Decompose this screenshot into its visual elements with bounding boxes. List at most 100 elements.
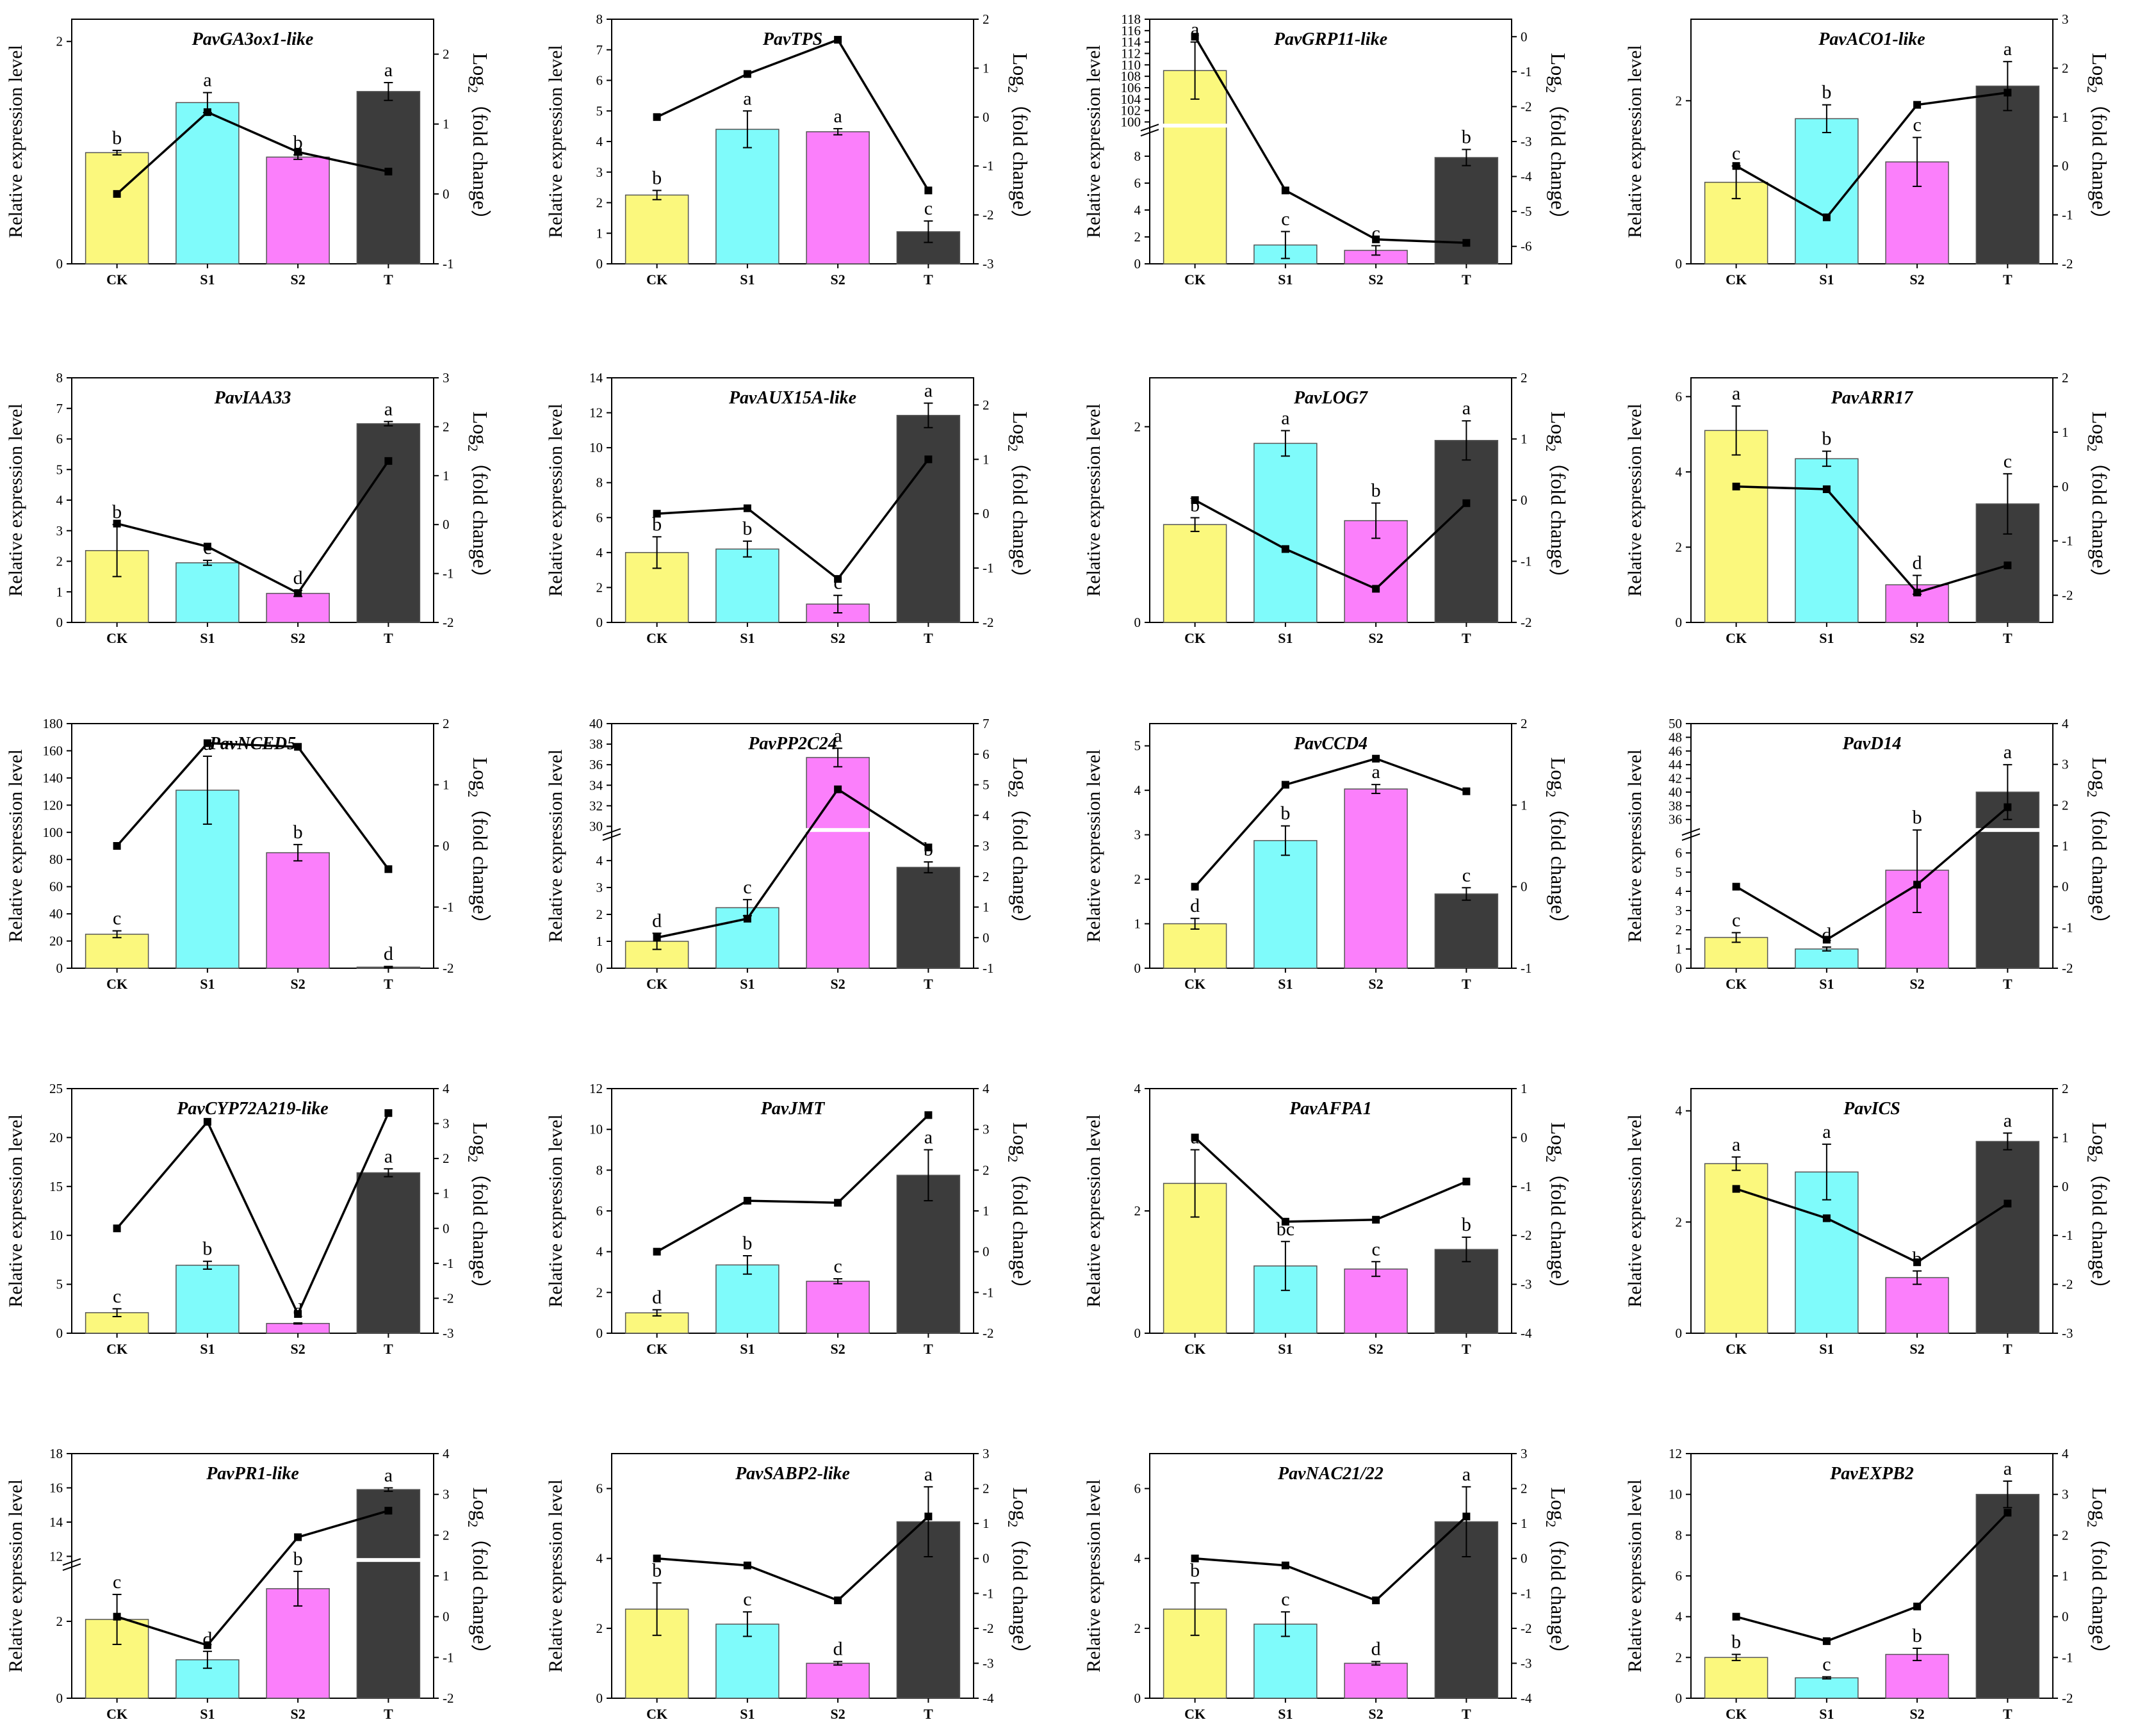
y2-tick-label: 1 <box>983 900 990 915</box>
y-tick-label: 6 <box>596 73 603 88</box>
y2-tick-label: -2 <box>2062 1277 2073 1292</box>
x-tick-label: CK <box>106 1341 127 1357</box>
plot-frame <box>1690 377 2053 623</box>
y-tick-label: 6 <box>1134 175 1141 191</box>
x-tick-label: S1 <box>1278 1706 1293 1722</box>
y2-tick-label: -1 <box>1521 554 1532 569</box>
y2-tick-label: 3 <box>443 1116 450 1132</box>
log2-point <box>1191 882 1199 891</box>
y2-tick-label: -2 <box>983 1621 994 1636</box>
log2-point <box>1913 1602 1922 1610</box>
y-tick-label: 0 <box>1134 256 1141 272</box>
significance-letter: a <box>203 70 211 91</box>
y-tick-label: 40 <box>589 716 603 731</box>
left-axis-label: Relative expression level <box>1624 1479 1645 1673</box>
bar-s2 <box>266 1588 330 1699</box>
y-tick-label: 2 <box>596 195 603 211</box>
significance-letter: a <box>384 398 393 419</box>
log2-point <box>743 70 751 78</box>
bar-ck <box>1163 70 1227 264</box>
y-tick-label: 2 <box>1134 419 1141 434</box>
y-tick-label: 2 <box>1676 1650 1683 1665</box>
bar-t <box>356 1172 421 1334</box>
log2-point <box>653 934 661 942</box>
chart-panel-4: c CK b S1 c S2 a T 0 2 -2 -1 0 1 2 3 PavACO1-like Relativ… <box>1624 12 2111 288</box>
right-axis-label-sub: 2 <box>465 444 481 451</box>
left-axis-label: Relative expression level <box>5 45 26 238</box>
significance-letter: a <box>384 1464 393 1486</box>
left-axis-label: Relative expression level <box>1083 1479 1104 1673</box>
right-axis-label-log: Log <box>1547 53 1570 86</box>
panel-title: PavSABP2-like <box>735 1464 850 1484</box>
y2-tick-label: 1 <box>2062 425 2069 440</box>
y-tick-label: 0 <box>1676 1326 1683 1341</box>
y-tick-label: 0 <box>1676 1691 1683 1706</box>
left-axis-label: Relative expression level <box>1624 1114 1645 1308</box>
y2-tick-label: -1 <box>2062 207 2073 223</box>
right-axis-label-log: Log <box>469 1488 492 1521</box>
y-tick-label: 4 <box>1676 1609 1683 1625</box>
y2-tick-label: 0 <box>1521 1551 1528 1566</box>
y2-tick-label: 0 <box>983 1551 990 1566</box>
log2-point <box>743 504 751 512</box>
right-axis-label-log: Log <box>469 412 492 445</box>
y-tick-label: 10 <box>589 1122 603 1137</box>
bar-s1 <box>1253 442 1318 623</box>
panel-title: PavAUX15A-like <box>728 388 856 408</box>
panel-title: PavPR1-like <box>206 1464 299 1484</box>
log2-point <box>1732 482 1740 491</box>
log2-point <box>1372 235 1380 243</box>
bar-s2 <box>806 131 870 264</box>
y-tick-label: 0 <box>56 615 63 630</box>
y2-tick-label: 3 <box>443 370 450 385</box>
y-tick-label: 7 <box>56 401 63 416</box>
bar-ck <box>625 194 689 264</box>
y2-tick-label: 2 <box>2062 60 2069 76</box>
log2-point <box>2004 561 2012 569</box>
right-axis-label: Log2（fold change） <box>1543 53 1570 231</box>
right-axis-label-suffix: （fold change） <box>1009 1162 1032 1299</box>
left-axis-label: Relative expression level <box>5 1114 26 1308</box>
y-tick-label: 4 <box>596 853 603 868</box>
right-axis-label: Log2（fold change） <box>465 758 492 935</box>
right-axis-label-sub: 2 <box>2084 86 2100 93</box>
right-axis-label-sub: 2 <box>465 86 481 93</box>
left-axis-label: Relative expression level <box>1083 749 1104 943</box>
chart-panel-19: b CK c S1 d S2 a T 0 2 4 6 -4 -3 -2 -1 0 1 2 3 PavNAC21/22 Re… <box>1083 1446 1570 1722</box>
log2-point <box>1822 213 1831 222</box>
x-tick-label: T <box>1462 1706 1471 1722</box>
y2-tick-label: -1 <box>983 1586 994 1601</box>
y2-tick-label: -1 <box>443 1256 454 1271</box>
y2-tick-label: -3 <box>1521 134 1532 149</box>
y-tick-label: 2 <box>1676 539 1683 555</box>
y2-tick-label: 0 <box>983 1244 990 1260</box>
log2-point <box>113 842 121 850</box>
log2-line <box>656 1114 929 1253</box>
chart-panel-3: aCKcS1cS2bT02468100102104106108110112114… <box>1083 12 1570 288</box>
y2-tick-label: 1 <box>1521 432 1528 447</box>
x-tick-label: CK <box>106 976 127 992</box>
significance-letter: a <box>2004 1458 2012 1479</box>
y-tick-label: 2 <box>56 34 63 49</box>
y-tick-label: 60 <box>49 879 63 895</box>
log2-point <box>1462 787 1471 795</box>
y-tick-label: 14 <box>49 1514 63 1530</box>
right-axis-label: Log2（fold change） <box>465 412 492 589</box>
y2-tick-label: 0 <box>1521 492 1528 508</box>
significance-letter: b <box>1822 82 1831 103</box>
panel-title: PavIAA33 <box>214 388 291 408</box>
bar-s1 <box>176 102 240 264</box>
y-tick-label: 30 <box>589 818 603 834</box>
y-tick-label: 0 <box>56 1326 63 1341</box>
bar-s2 <box>1344 1268 1408 1334</box>
bar-break-mark <box>1163 124 1227 128</box>
y2-tick-label: -1 <box>1521 1586 1532 1601</box>
right-axis-label: Log2（fold change） <box>1005 412 1032 589</box>
left-axis-label: Relative expression level <box>5 403 26 597</box>
right-axis-label: Log2（fold change） <box>2084 758 2111 935</box>
y2-tick-label: 0 <box>1521 29 1528 44</box>
significance-letter: a <box>2004 38 2012 60</box>
right-axis-label: Log2（fold change） <box>465 53 492 231</box>
x-tick-label: S2 <box>1369 976 1384 992</box>
right-axis-label-sub: 2 <box>1005 86 1021 93</box>
